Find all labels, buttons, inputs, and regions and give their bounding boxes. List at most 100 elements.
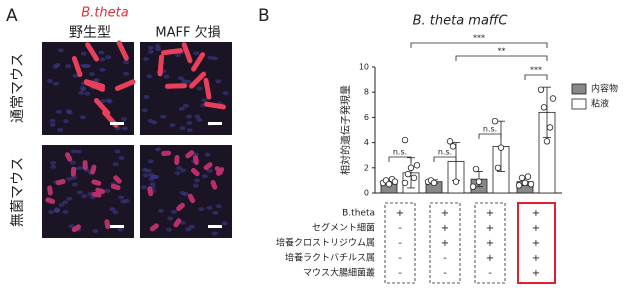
cell: [80, 51, 87, 56]
cell: -: [398, 253, 402, 264]
cell: -: [443, 253, 447, 264]
bacterium: [84, 80, 106, 92]
cell: [143, 57, 150, 62]
cell: [160, 114, 167, 119]
bacterium: [91, 191, 102, 198]
y-tick-label: 4: [364, 138, 369, 147]
cell: [72, 73, 79, 78]
bacterium: [110, 183, 121, 191]
cell: [186, 121, 193, 126]
cell: [100, 98, 107, 103]
data-point: [515, 182, 523, 189]
bacterium: [185, 150, 195, 159]
cell: [150, 174, 157, 179]
data-point: [401, 136, 409, 144]
cell: +: [441, 223, 449, 234]
cell: -: [398, 223, 402, 234]
cell: +: [486, 238, 494, 249]
bacterium: [55, 178, 66, 186]
cell: [201, 98, 208, 103]
cell: [145, 168, 152, 173]
cell: [66, 196, 73, 201]
cell: [211, 231, 218, 236]
cell: [171, 209, 178, 214]
scale-bar: [208, 225, 222, 228]
panel-title: B.theta: [81, 6, 128, 21]
cell: [198, 207, 205, 212]
cell: [215, 204, 222, 209]
cell: [149, 182, 156, 187]
cell: [185, 79, 192, 84]
cell: +: [441, 208, 449, 219]
cell: [141, 185, 148, 190]
bacterium: [70, 166, 77, 177]
cell: [179, 126, 186, 131]
cell: [93, 78, 100, 83]
cell: [154, 44, 161, 49]
cell: [117, 227, 124, 232]
cell: [54, 207, 61, 212]
y-tick-label: 0: [364, 189, 369, 198]
cell: [78, 90, 85, 95]
bacterium: [173, 218, 182, 228]
y-tick-label: 8: [364, 88, 369, 97]
cell: +: [532, 208, 540, 219]
chart-title: B. theta maffC: [413, 14, 509, 29]
data-point: [497, 144, 505, 151]
cell: [146, 74, 153, 79]
bacterium: [193, 155, 199, 166]
data-point: [521, 179, 529, 187]
group-box: [474, 202, 506, 284]
bacterium: [116, 40, 129, 61]
cell: [123, 71, 130, 76]
bacterium: [47, 185, 53, 196]
highlight-box: [517, 202, 556, 284]
cell: [192, 183, 199, 188]
bacterium: [82, 160, 88, 171]
cell: [186, 128, 193, 133]
cell: [151, 120, 158, 125]
bacterium: [85, 42, 100, 62]
cell: [147, 49, 154, 54]
cell: [109, 207, 116, 212]
cell: [92, 229, 99, 234]
cell: [114, 149, 121, 154]
column-label: MAFF 欠損: [155, 25, 220, 41]
cell: [62, 209, 69, 214]
data-point: [491, 117, 499, 125]
significance-bracket: [524, 74, 548, 80]
cell: [188, 224, 195, 229]
cell: [142, 173, 149, 178]
cell: [104, 188, 111, 193]
y-tick-label: 6: [364, 113, 369, 122]
significance-bracket: [388, 156, 412, 162]
data-point: [543, 138, 551, 145]
data-point: [546, 124, 554, 131]
cell: +: [486, 208, 494, 219]
cell: [105, 55, 112, 60]
cell: [53, 81, 60, 86]
cell: [201, 174, 208, 179]
cell: [196, 86, 203, 91]
cell: [141, 108, 148, 113]
row-label: 培養ラクトバチルス属: [285, 252, 375, 264]
cell: [50, 160, 57, 165]
cell: -: [398, 268, 402, 279]
data-point: [446, 138, 454, 145]
legend-label: 粘液: [591, 98, 609, 110]
cell: [71, 182, 78, 187]
cell: [204, 152, 211, 157]
cell: -: [398, 238, 402, 249]
cell: [47, 79, 54, 84]
significance-bracket: [433, 156, 457, 162]
cell: [87, 191, 94, 196]
cell: [50, 164, 57, 169]
cell: [174, 53, 181, 58]
column-label: 野生型: [69, 25, 111, 41]
row-label: 無菌マウス: [10, 157, 26, 227]
cell: [174, 171, 181, 176]
bacterium: [114, 79, 136, 91]
panel-letter: B: [258, 6, 270, 26]
row-label: 通常マウス: [10, 53, 26, 123]
